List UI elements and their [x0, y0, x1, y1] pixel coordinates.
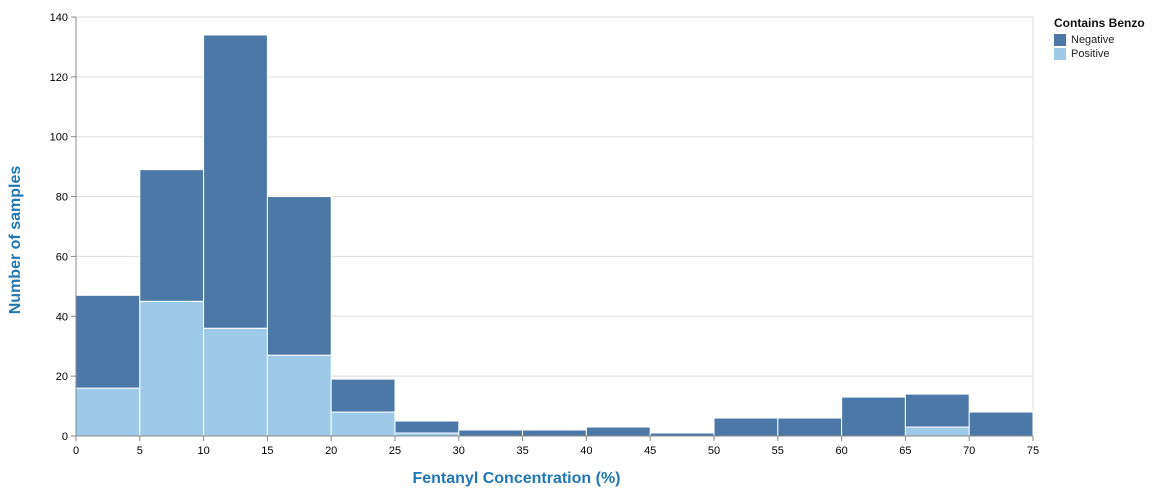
y-tick-label: 120 — [50, 72, 68, 84]
legend-label-positive: Positive — [1071, 48, 1110, 60]
bar-negative-30-35 — [458, 429, 524, 437]
bar-negative-60-65 — [841, 396, 906, 437]
bar-positive-15-20 — [266, 354, 332, 437]
bar-negative-35-40 — [522, 429, 587, 437]
bar-negative-70-75 — [968, 411, 1034, 437]
legend-title: Contains Benzo — [1054, 16, 1145, 30]
x-tick-label: 55 — [772, 445, 784, 457]
x-tick-label: 5 — [137, 445, 143, 457]
x-tick-label: 70 — [963, 445, 975, 457]
y-tick-label: 40 — [56, 311, 68, 323]
x-tick-label: 35 — [516, 445, 528, 457]
x-tick-label: 25 — [389, 445, 401, 457]
legend: Contains Benzo Negative Positive — [1054, 16, 1145, 61]
x-tick-label: 0 — [73, 445, 79, 457]
x-tick-label: 60 — [835, 445, 847, 457]
x-tick-label: 10 — [197, 445, 209, 457]
x-tick-label: 30 — [453, 445, 465, 457]
y-tick-label: 60 — [56, 251, 68, 263]
bar-positive-20-25 — [330, 411, 396, 437]
bar-positive-10-15 — [203, 327, 268, 437]
y-tick-label: 20 — [56, 371, 68, 383]
bar-negative-20-25 — [330, 378, 396, 413]
bar-negative-50-55 — [713, 417, 779, 437]
x-axis-title: Fentanyl Concentration (%) — [412, 470, 621, 487]
bar-negative-40-45 — [585, 426, 651, 437]
legend-label-negative: Negative — [1071, 34, 1115, 46]
x-tick-label: 15 — [261, 445, 273, 457]
y-tick-label: 140 — [50, 12, 68, 24]
x-tick-label: 75 — [1027, 445, 1039, 457]
bar-negative-25-30 — [394, 420, 460, 434]
bar-negative-5-10 — [139, 169, 205, 302]
bar-positive-0-5 — [75, 387, 141, 437]
bar-positive-65-70 — [904, 426, 970, 437]
legend-item-negative: Negative — [1054, 33, 1145, 47]
x-tick-label: 45 — [644, 445, 656, 457]
bar-negative-10-15 — [203, 34, 268, 329]
y-axis-title: Number of samples — [7, 165, 24, 315]
bar-negative-0-5 — [75, 294, 141, 389]
legend-swatch-positive — [1054, 48, 1066, 60]
bar-positive-5-10 — [139, 300, 205, 437]
bars — [75, 34, 1034, 437]
legend-swatch-negative — [1054, 34, 1066, 46]
bar-negative-15-20 — [266, 196, 332, 356]
y-tick-label: 0 — [62, 431, 68, 443]
legend-item-positive: Positive — [1054, 47, 1145, 61]
x-tick-label: 65 — [899, 445, 911, 457]
x-tick-label: 50 — [708, 445, 720, 457]
x-tick-label: 40 — [580, 445, 592, 457]
y-tick-label: 80 — [56, 192, 68, 204]
x-tick-label: 20 — [325, 445, 337, 457]
bar-negative-55-60 — [777, 417, 843, 437]
bar-negative-65-70 — [904, 393, 970, 428]
y-tick-label: 100 — [50, 132, 68, 144]
axes: 0 20 40 60 80 100 120 140 0 5 10 15 20 25 30 35 40 45 50 55… — [50, 12, 1039, 457]
